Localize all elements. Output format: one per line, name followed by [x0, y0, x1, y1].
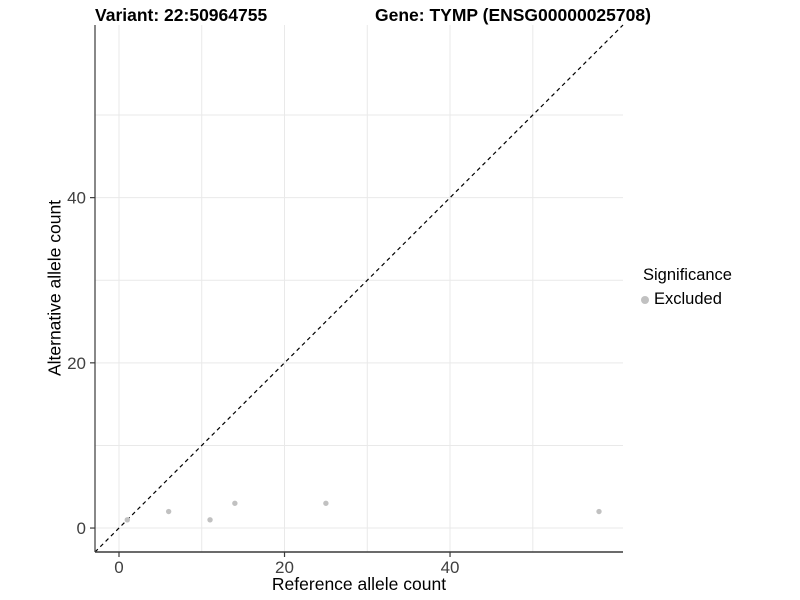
y-tick-label: 20: [67, 354, 86, 373]
x-tick-label: 0: [114, 558, 123, 577]
y-axis-title: Alternative allele count: [44, 199, 65, 377]
legend-title: Significance: [643, 266, 732, 284]
data-point: [165, 508, 172, 515]
excluded-point-icon: [641, 295, 649, 304]
legend-item-excluded: Excluded: [641, 290, 732, 309]
gene-title: Gene: TYMP (ENSG00000025708): [375, 5, 651, 25]
x-tick-label: 20: [275, 558, 294, 577]
identity-line: [94, 24, 624, 553]
data-point: [207, 517, 213, 523]
legend: Significance Excluded: [641, 266, 732, 309]
data-point: [323, 500, 329, 506]
data-point: [124, 517, 130, 523]
legend-item-label: Excluded: [654, 290, 722, 308]
y-tick-label: 40: [67, 189, 86, 208]
data-point: [232, 500, 238, 506]
y-tick-label: 0: [77, 519, 86, 538]
x-axis-title: Reference allele count: [271, 574, 447, 594]
variant-title: Variant: 22:50964755: [95, 5, 268, 25]
x-tick-label: 40: [441, 558, 460, 577]
data-point: [596, 508, 602, 515]
